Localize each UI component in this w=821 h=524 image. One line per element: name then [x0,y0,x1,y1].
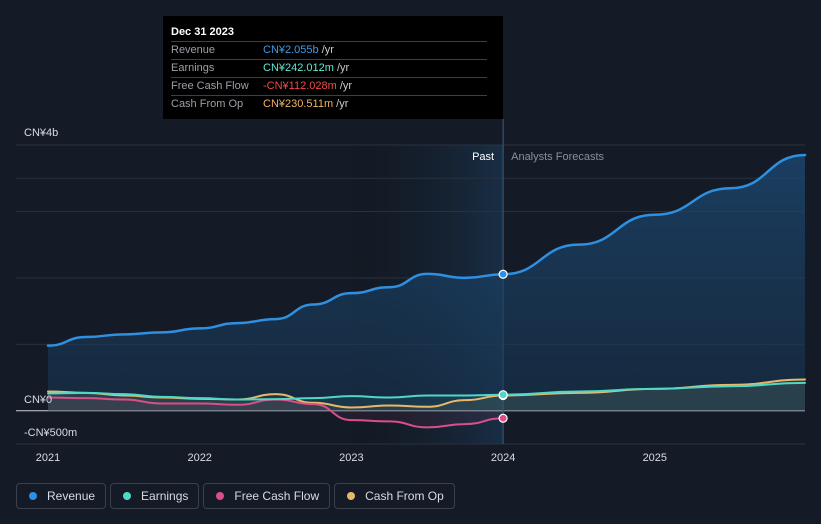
tooltip-row-label: Free Cash Flow [171,80,249,92]
legend-item-cash-from-op[interactable]: Cash From Op [334,483,455,509]
series-line-earnings [47,381,806,401]
legend-dot-icon [347,492,356,500]
legend-item-earnings[interactable]: Earnings [110,483,200,509]
legend-label: Cash From Op [365,489,444,503]
tooltip-row-label: Earnings [171,62,215,74]
data-point-free-cash-flow [498,413,508,423]
y-tick-label: CN¥0 [24,394,52,406]
tooltip-date: Dec 31 2023 [171,26,234,38]
tooltip-row: Free Cash Flow -CN¥112.028m /yr [171,77,487,95]
tooltip-row-value: CN¥230.511m [263,98,334,110]
legend-dot-icon [123,492,132,500]
series-area-cash-from-op [48,379,805,411]
legend: Revenue Earnings Free Cash Flow Cash From O… [16,483,455,511]
tooltip-row-label: Cash From Op [171,98,244,110]
legend-item-free-cash-flow[interactable]: Free Cash Flow [203,483,331,509]
legend-dot-icon [29,492,37,500]
tooltip-row-value: -CN¥112.028m [263,80,337,92]
tooltip-row-label: Revenue [171,44,216,56]
tooltip-row-unit: /yr [333,62,350,74]
tooltip-row-value: CN¥2.055b [263,44,319,56]
past-label: Past [472,151,494,163]
tooltip-row: Earnings CN¥242.012m /yr [171,59,487,77]
tooltip-row: Revenue CN¥2.055b /yr [171,41,487,59]
y-tick-label: -CN¥500m [24,427,77,439]
data-point-revenue [498,269,508,279]
revenue-area [48,154,805,411]
legend-dot-icon [216,492,225,500]
legend-label: Revenue [47,489,96,503]
x-tick-label: 2023 [339,452,363,464]
tooltip: Dec 31 2023 Revenue CN¥2.055b /yr Earnings… [163,16,503,119]
forecast-label: Analysts Forecasts [511,151,604,163]
y-tick-label: CN¥4b [24,127,58,139]
legend-label: Free Cash Flow [234,489,320,503]
tooltip-row-unit: /yr [333,98,349,110]
tooltip-row-value: CN¥242.012m [263,62,334,74]
legend-label: Earnings [141,489,189,503]
tooltip-row: Cash From Op CN¥230.511m /yr [171,95,487,113]
legend-item-revenue[interactable]: Revenue [16,483,107,509]
x-tick-label: 2021 [36,452,60,464]
data-point-earnings [498,390,508,400]
series-line-revenue [46,153,807,347]
x-tick-label: 2022 [187,452,211,464]
tooltip-row-unit: /yr [336,80,353,92]
x-tick-label: 2025 [643,452,667,464]
tooltip-row-unit: /yr [318,44,334,56]
series-area-free-cash-flow [48,397,504,428]
x-tick-label: 2024 [491,452,515,464]
